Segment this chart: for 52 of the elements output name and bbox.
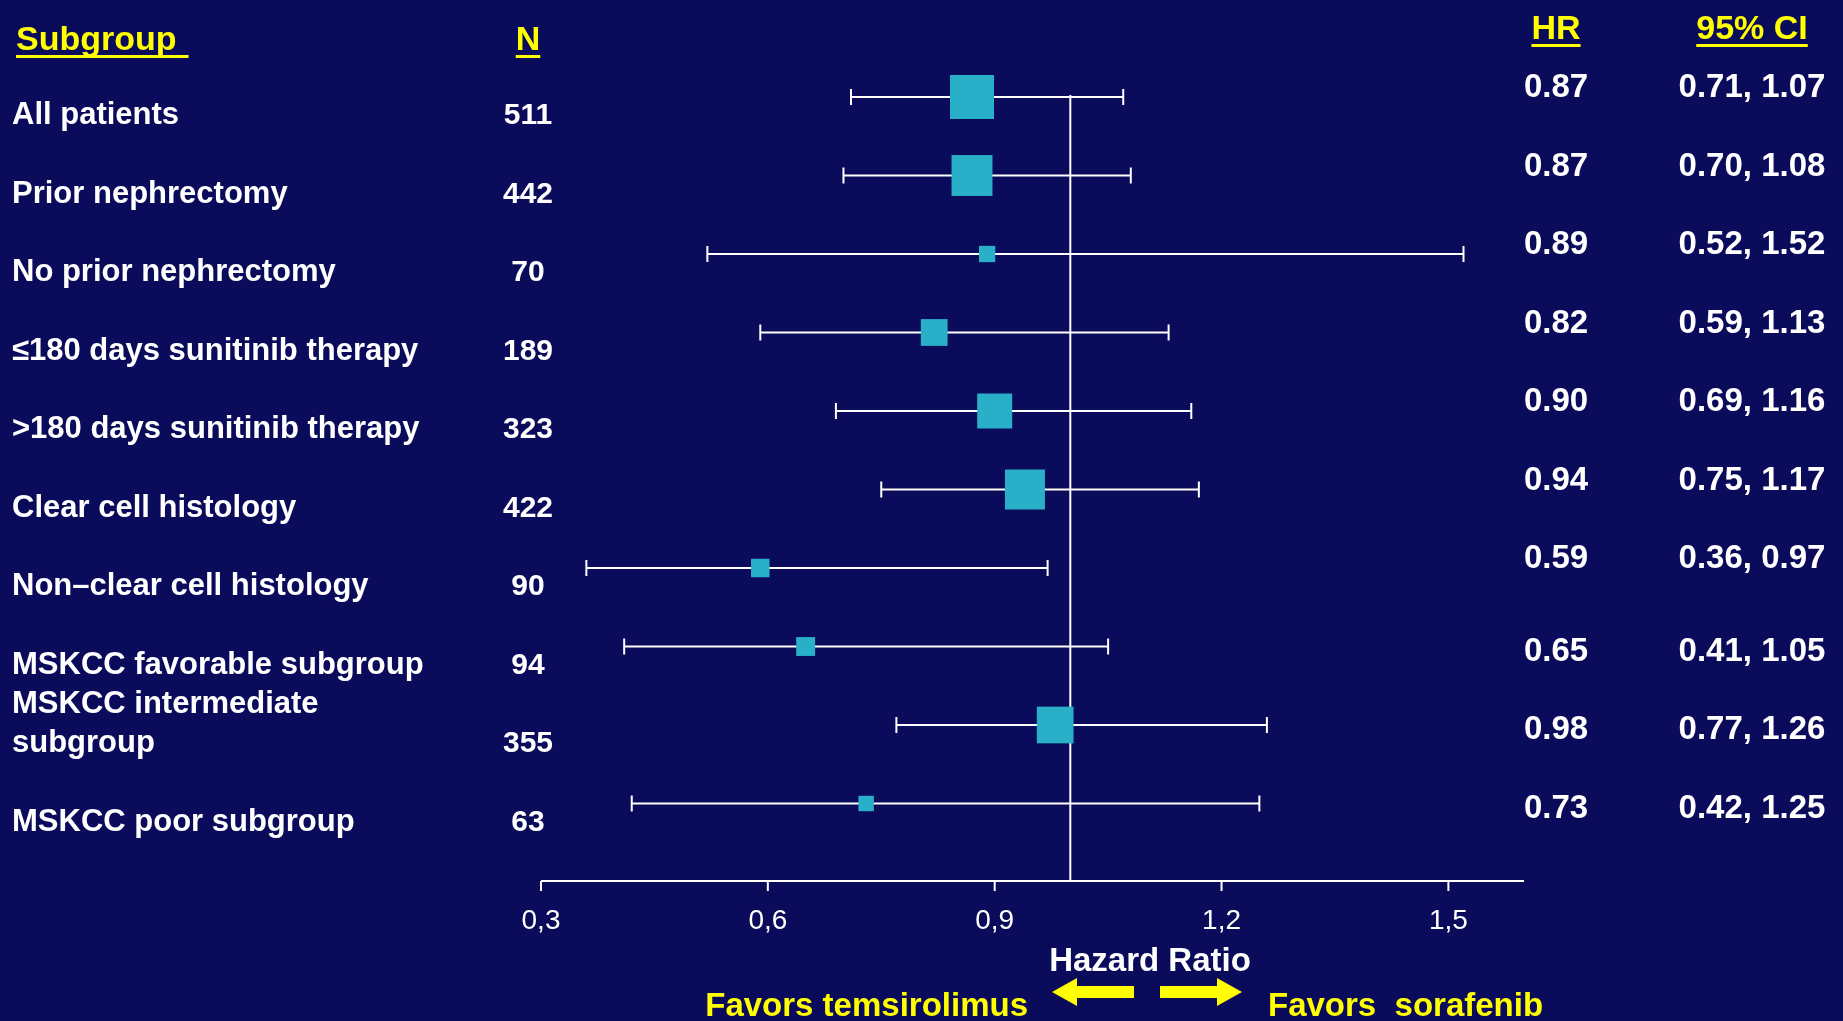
annotation: 442: [502, 175, 554, 209]
text: 0.77, 1.26: [1678, 709, 1826, 746]
y-tick-label: >180 days sunitinib therapy: [12, 410, 421, 445]
data-label: 0.87: [1523, 67, 1589, 104]
data-label: 0.98: [1523, 709, 1589, 746]
data-label: 0.82: [1523, 302, 1589, 340]
x-tick-label: 0,3: [521, 904, 561, 935]
x-axis-title: Hazard Ratio: [1049, 941, 1251, 978]
y-tick-label: MSKCC poor subgroup: [12, 802, 355, 838]
y-tick-label: MSKCC intermediate subgroup: [12, 685, 319, 759]
y-tick-label: No prior nephrectomy: [12, 253, 337, 288]
text: Favors temsirolimus: [705, 986, 1028, 1021]
text: 0.41, 1.05: [1678, 630, 1826, 668]
text: 0.69, 1.16: [1678, 381, 1826, 418]
y-tick-label: Prior nephrectomy: [12, 174, 289, 210]
text: 0.59, 1.13: [1678, 302, 1826, 340]
y-tick-label: Clear cell histology: [12, 488, 298, 524]
data-label: 0.73: [1523, 787, 1589, 825]
text: 0.70, 1.08: [1678, 145, 1826, 183]
data-label: 0.59: [1523, 538, 1589, 575]
data-label: 0.89: [1523, 224, 1589, 261]
y-tick-label: All patients: [12, 96, 180, 131]
x-tick-label: 0,9: [975, 904, 1015, 935]
text: Favors sorafenib: [1268, 986, 1544, 1021]
text: 0.71, 1.07: [1678, 67, 1826, 104]
x-tick-label: 1,5: [1428, 904, 1468, 935]
annotation: 189: [502, 332, 554, 366]
annotation: 63: [511, 803, 545, 837]
text: 0.75, 1.17: [1678, 459, 1826, 497]
annotation: 323: [502, 411, 554, 444]
annotation: 70: [511, 254, 545, 287]
annotation: 422: [502, 489, 554, 523]
text: 0.52, 1.52: [1678, 224, 1826, 261]
annotation: 355: [502, 725, 554, 758]
annotation: 94: [511, 646, 545, 680]
data-label: 0.87: [1523, 145, 1589, 183]
y-tick-label: MSKCC favorable subgroup: [12, 645, 424, 681]
text: Subgroup: [16, 19, 177, 57]
text: 0.42, 1.25: [1678, 787, 1826, 825]
annotation: 90: [511, 568, 545, 601]
text: 95% CI: [1696, 8, 1808, 46]
data-label: 0.65: [1523, 630, 1589, 668]
text: HR: [1531, 8, 1581, 46]
y-tick-label: ≤180 days sunitinib therapy: [12, 331, 420, 367]
annotation: 511: [503, 97, 553, 130]
y-tick-label: Non–clear cell histology: [12, 567, 370, 602]
x-tick-label: 0,6: [748, 904, 788, 935]
x-tick-label: 1,2: [1202, 904, 1242, 935]
data-label: 0.94: [1523, 459, 1589, 497]
text: N: [515, 19, 541, 57]
data-label: 0.90: [1523, 381, 1589, 418]
text: 0.36, 0.97: [1678, 538, 1826, 575]
